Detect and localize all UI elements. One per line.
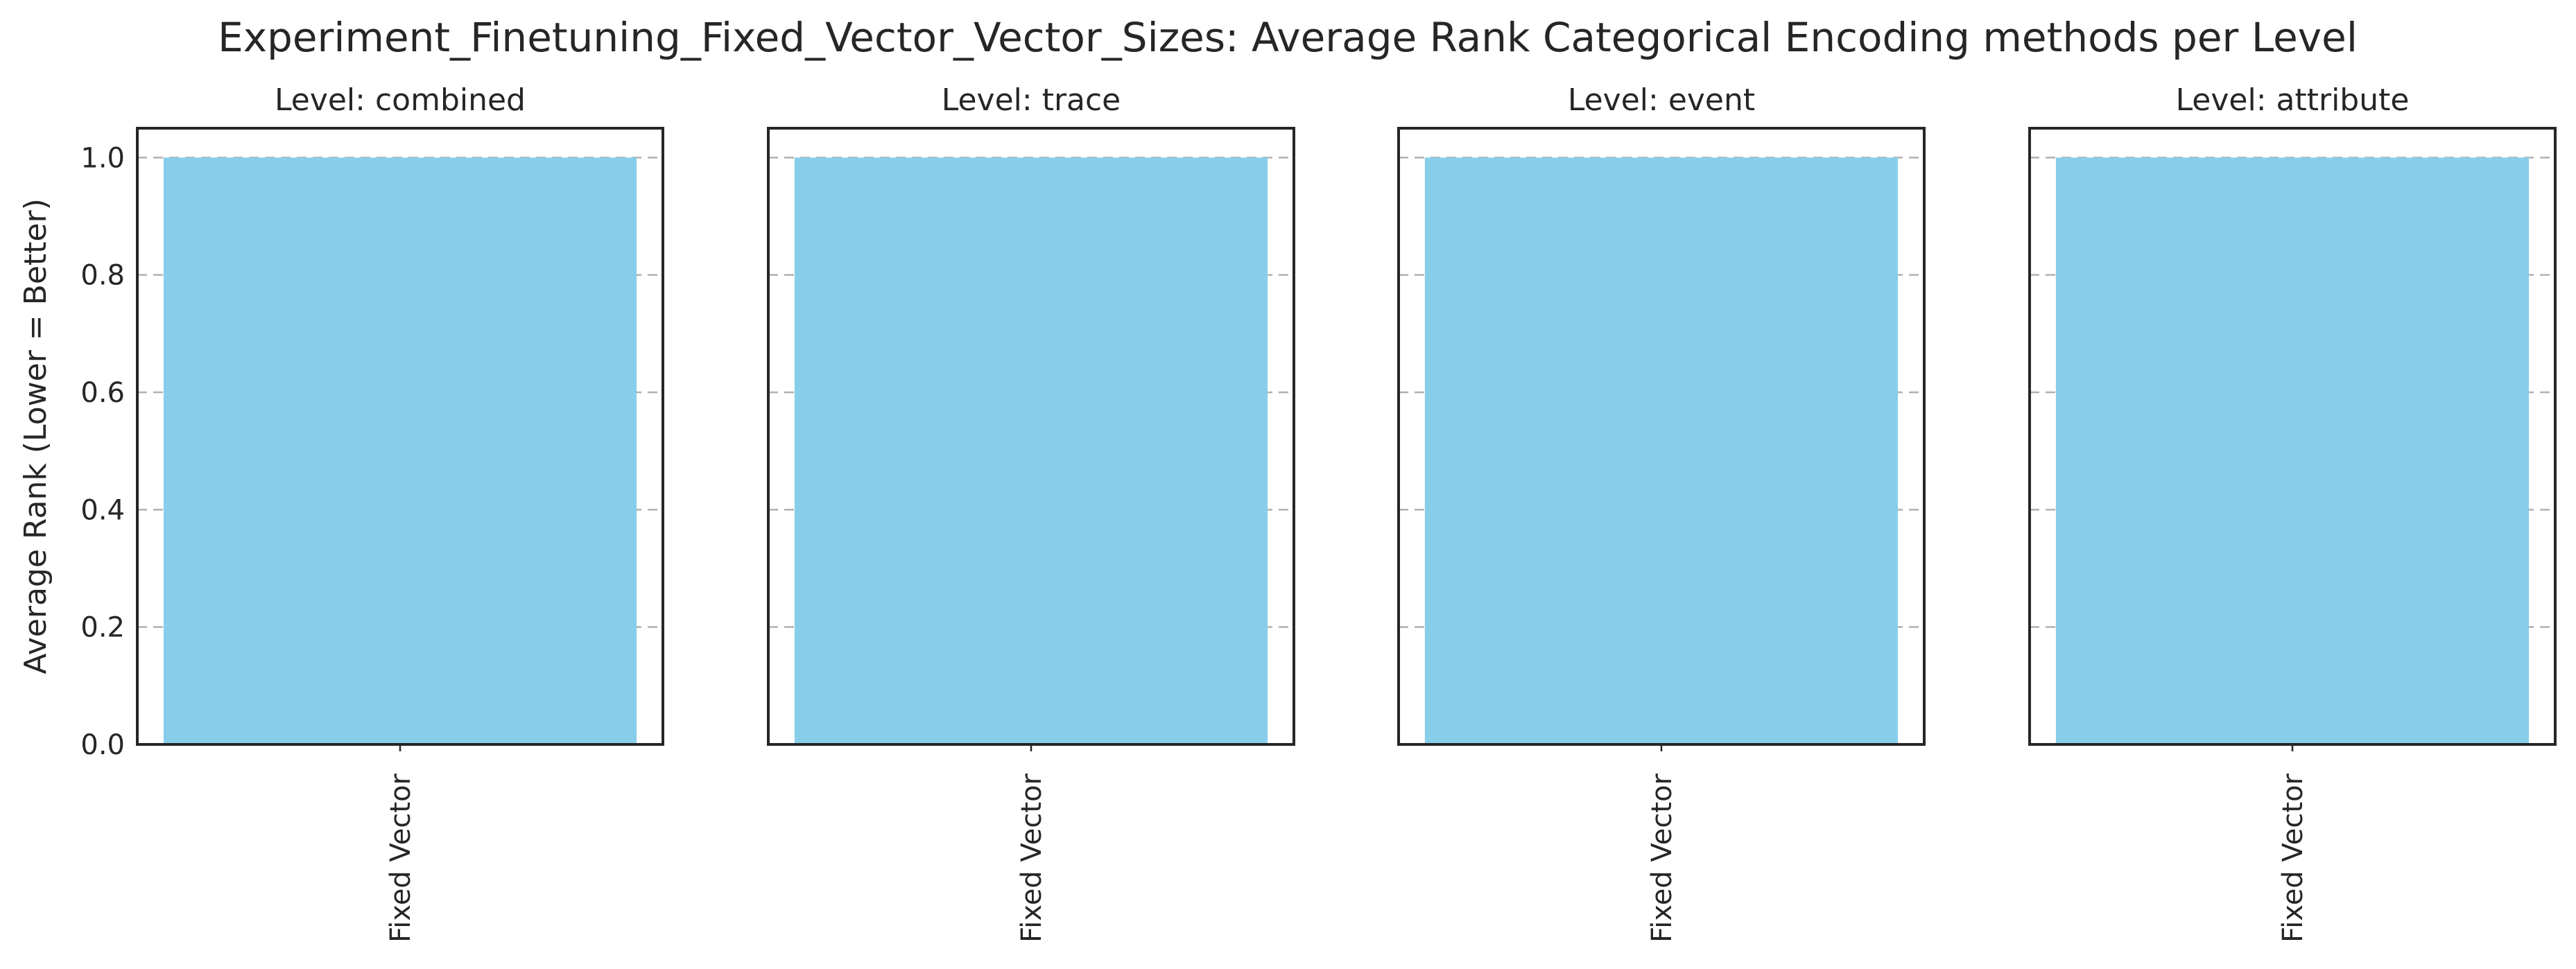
- subplot-title: Level: combined: [275, 82, 526, 118]
- bar: [794, 157, 1268, 745]
- bar: [2055, 157, 2530, 745]
- x-tick-label: Fixed Vector: [1646, 773, 1678, 942]
- y-tick-label: 1.0: [80, 142, 125, 174]
- subplot-title: Level: event: [1568, 82, 1755, 118]
- subplot-0: Level: combined Fixed Vector 0.0 0.2 0.4 0.6 0…: [80, 82, 664, 943]
- subplot-3: Level: attribute Fixed Vector: [2028, 82, 2557, 943]
- x-tick-label: Fixed Vector: [385, 773, 417, 942]
- subplot-title: Level: attribute: [2176, 82, 2410, 118]
- y-tick-label: 0.8: [80, 260, 125, 292]
- axes-frame: [136, 127, 664, 746]
- x-tick-label: Fixed Vector: [2277, 773, 2309, 942]
- y-tick-label: 0.6: [80, 377, 125, 409]
- y-tick-label: 0.2: [80, 612, 125, 644]
- y-axis-label: Average Rank (Lower = Better): [18, 198, 53, 674]
- subplot-1: Level: trace Fixed Vector: [767, 82, 1295, 943]
- y-tick-label: 0.0: [80, 729, 125, 761]
- axes-frame: [2028, 127, 2557, 746]
- subplot-2: Level: event Fixed Vector: [1397, 82, 1926, 943]
- y-tick-label: 0.4: [80, 494, 125, 526]
- axes-frame: [1397, 127, 1926, 746]
- bar: [1424, 157, 1899, 745]
- x-tick-label: Fixed Vector: [1016, 773, 1048, 942]
- figure-title: Experiment_Finetuning_Fixed_Vector_Vecto…: [218, 14, 2358, 61]
- subplot-title: Level: trace: [942, 82, 1121, 118]
- panels: Average Rank (Lower = Better) Level: comb…: [18, 82, 2557, 943]
- bar: [163, 157, 637, 745]
- axes-frame: [767, 127, 1295, 746]
